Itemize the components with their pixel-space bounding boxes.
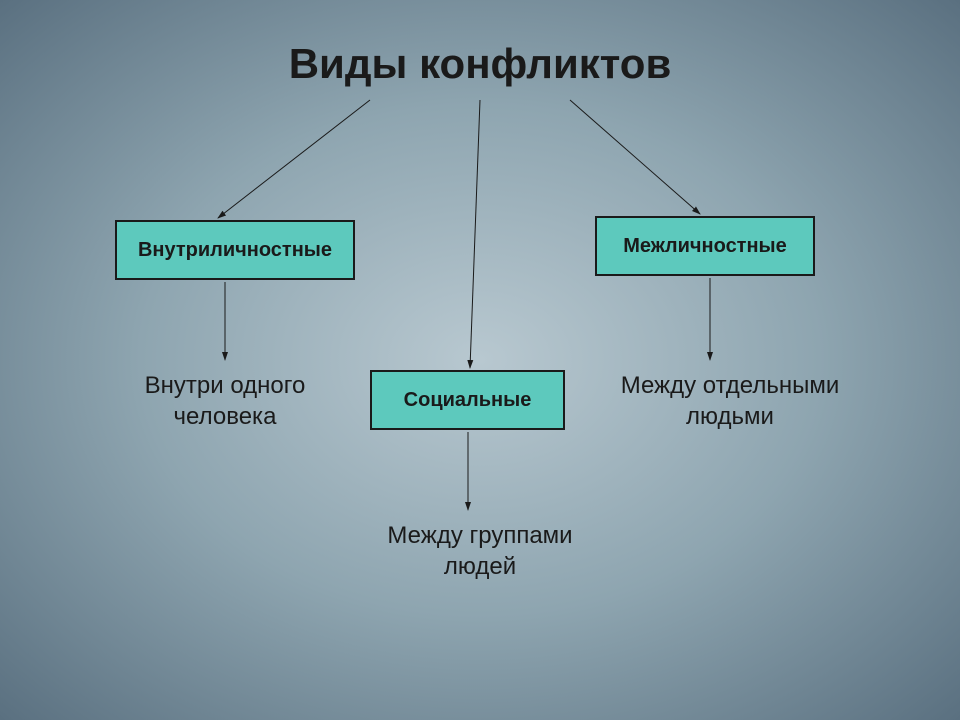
node-label: Межличностные [623, 235, 787, 258]
desc-interpersonal: Между отдельными людьми [620, 370, 840, 432]
desc-label: Между группами людей [387, 522, 572, 580]
edge-arrow [570, 100, 700, 214]
desc-social: Между группами людей [350, 520, 610, 582]
desc-intrapersonal: Внутри одного человека [100, 370, 350, 432]
node-intrapersonal: Внутриличностные [115, 220, 355, 280]
edge-arrow [218, 100, 370, 218]
desc-label: Внутри одного человека [145, 372, 306, 430]
diagram-title: Виды конфликтов [0, 40, 960, 88]
node-label: Внутриличностные [138, 239, 332, 262]
node-social: Социальные [370, 370, 565, 430]
edge-arrow [470, 100, 480, 368]
node-interpersonal: Межличностные [595, 216, 815, 276]
desc-label: Между отдельными людьми [621, 372, 840, 430]
node-label: Социальные [404, 389, 532, 412]
arrows-layer [0, 0, 960, 720]
